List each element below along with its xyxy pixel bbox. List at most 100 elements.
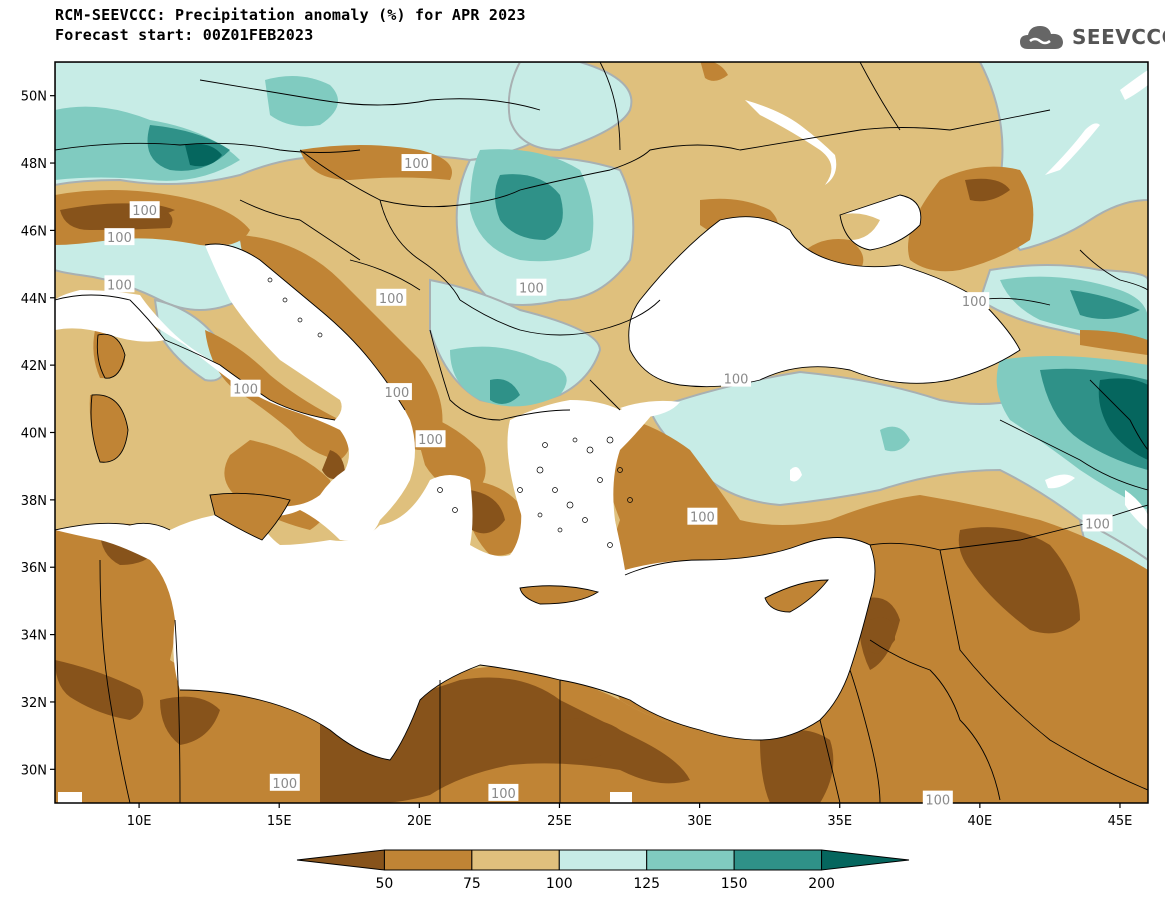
coastlines-and-borders: [55, 62, 1148, 803]
map-field: [55, 62, 1148, 803]
colorbar-label: 200: [808, 876, 835, 892]
lat-tick-label: 32N: [21, 696, 47, 711]
contour-label-bg: [376, 288, 407, 306]
crimea: [838, 213, 880, 240]
contour-label: 100: [230, 379, 261, 398]
data-gap: [1120, 70, 1148, 100]
islands: [91, 213, 880, 612]
colorbar-segment: [471, 849, 560, 871]
colorbar-label: 125: [633, 876, 660, 892]
contour-label: 100: [721, 369, 752, 388]
lon-tick-label: 35E: [827, 814, 852, 829]
logo-text: SEEVCCC: [1072, 25, 1165, 49]
lon-tick-label: 30E: [687, 814, 712, 829]
contour-label-text: 100: [132, 204, 157, 219]
contour-label-bg: [230, 379, 261, 397]
seevccc-logo: SEEVCCC: [1018, 22, 1165, 52]
colorbar-label: 75: [463, 876, 481, 892]
cyprus: [765, 580, 828, 612]
colorbar-segment: [646, 849, 735, 871]
longitude-axis: 10E 15E 20E 25E 30E 35E 40E 45E: [127, 803, 1133, 829]
crete: [520, 585, 598, 604]
lon-tick-label: 40E: [967, 814, 992, 829]
contour-label: 100: [1082, 514, 1113, 532]
contour-label: 100: [269, 773, 300, 792]
map-title: RCM-SEEVCCC: Precipitation anomaly (%) f…: [55, 6, 526, 24]
contour-label-text: 100: [418, 433, 443, 448]
sardinia: [91, 394, 128, 463]
ligurian-sea: [55, 295, 165, 342]
contour-label-text: 100: [384, 386, 409, 401]
colorbar-label: 50: [376, 876, 394, 892]
lat-tick-label: 38N: [21, 494, 47, 509]
small-islands: [267, 277, 633, 548]
contour-label: 100: [376, 288, 407, 307]
colorbar: 50 75 100 125 150 200: [296, 849, 910, 892]
contour-label-text: 100: [107, 231, 132, 246]
data-gap: [1125, 490, 1148, 530]
lat-tick-label: 34N: [21, 629, 47, 644]
contour-label-bg: [1082, 514, 1113, 532]
contour-label-bg: [269, 773, 300, 791]
contour-label-text: 100: [272, 777, 297, 792]
contour-label-text: 100: [379, 292, 404, 307]
contour-label-text: 100: [519, 282, 544, 297]
lat-tick-label: 42N: [21, 359, 47, 374]
aegean-sea: [507, 400, 660, 578]
lat-tick-label: 50N: [21, 90, 47, 105]
lon-tick-label: 15E: [267, 814, 292, 829]
latitude-axis: 50N 48N 46N 44N 42N 40N 38N 36N 34N 32N 30N: [21, 90, 55, 778]
contour-label: 100: [415, 430, 446, 448]
lon-tick-label: 10E: [127, 814, 152, 829]
contour-label-text: 100: [690, 511, 715, 526]
colorbar-segment: [821, 849, 910, 871]
data-gap: [1045, 123, 1100, 175]
contour-label: 100: [516, 278, 547, 297]
contour-label-text: 100: [491, 787, 516, 802]
contour-label-bg: [959, 292, 990, 310]
contour-label-text: 100: [925, 794, 950, 809]
colorbar-label: 100: [546, 876, 573, 892]
colorbar-label: 150: [721, 876, 748, 892]
contour-label: 100: [381, 383, 412, 401]
data-gap: [790, 466, 802, 482]
contour-label: 100: [401, 154, 432, 172]
contour-label: 100: [104, 228, 135, 246]
contour-label-text: 100: [233, 383, 258, 398]
lat-tick-label: 46N: [21, 224, 47, 239]
contour-label: 100: [922, 790, 953, 809]
colorbar-segment: [733, 849, 823, 871]
data-gap: [1045, 474, 1075, 489]
contour-label: 100: [129, 201, 160, 219]
contour-label-bg: [104, 275, 135, 293]
lat-tick-label: 48N: [21, 157, 47, 172]
lat-tick-label: 36N: [21, 561, 47, 576]
contour-label-bg: [381, 383, 412, 401]
forecast-start-subtitle: Forecast start: 00Z01FEB2023: [55, 26, 314, 44]
colorbar-segment: [296, 849, 385, 871]
adriatic-sea: [205, 244, 405, 430]
sea-of-marmara: [620, 400, 680, 418]
sea-masks: [55, 70, 1148, 803]
contour-label-bg: [488, 783, 519, 801]
contour-label-bg: [104, 228, 135, 246]
contour-label: 100: [959, 292, 990, 310]
data-gap: [745, 100, 837, 185]
lat-tick-label: 30N: [21, 763, 47, 778]
contour-label-text: 100: [1085, 517, 1110, 532]
sicily: [210, 493, 290, 540]
contour-label-text: 100: [962, 295, 987, 310]
lat-tick-label: 44N: [21, 292, 47, 307]
contour-label-bg: [687, 507, 718, 525]
black-sea: [628, 216, 1020, 387]
cloud-icon: [1020, 26, 1063, 49]
lon-tick-label: 45E: [1108, 814, 1133, 829]
data-gap: [58, 792, 82, 803]
contour-label-bg: [129, 201, 160, 219]
contour-label-bg: [922, 790, 953, 808]
colorbar-segment: [558, 849, 648, 871]
mediterranean-sea: [55, 300, 875, 760]
contour-label-text: 100: [404, 157, 429, 172]
lon-tick-label: 20E: [407, 814, 432, 829]
